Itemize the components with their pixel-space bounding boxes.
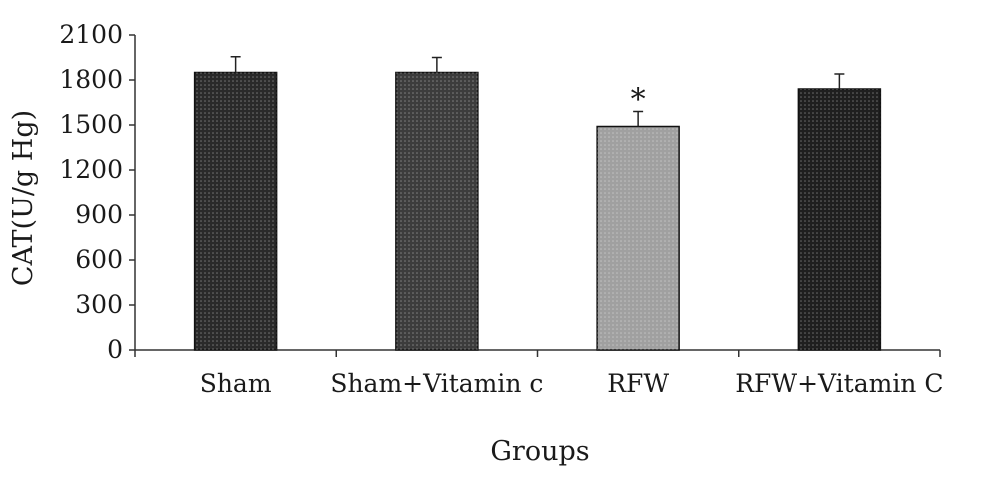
significance-marker: * <box>631 83 646 118</box>
bars <box>193 56 882 351</box>
labels: 0 300 600 900 1200 1500 1800 2100 Sham Sham+Vitam… <box>59 20 943 398</box>
x-axis-title: Groups <box>490 436 589 467</box>
bar-texture <box>798 89 881 350</box>
y-tick-label: 0 <box>107 335 123 364</box>
category-label: RFW <box>607 369 669 398</box>
y-tick-label: 1200 <box>59 155 123 184</box>
category-label: Sham+Vitamin c <box>330 369 543 398</box>
y-tick-label: 1800 <box>59 65 123 94</box>
y-tick-label: 2100 <box>59 20 123 49</box>
bar-texture <box>194 72 277 350</box>
y-tick-label: 600 <box>75 245 123 274</box>
bar-texture <box>395 72 478 350</box>
category-label: RFW+Vitamin C <box>735 369 943 398</box>
bar-texture <box>597 126 680 350</box>
category-label: Sham <box>200 369 272 398</box>
y-axis-title: CAT(U/g Hg) <box>8 110 39 286</box>
y-tick-label: 900 <box>75 200 123 229</box>
y-tick-label: 300 <box>75 290 123 319</box>
y-tick-label: 1500 <box>59 110 123 139</box>
